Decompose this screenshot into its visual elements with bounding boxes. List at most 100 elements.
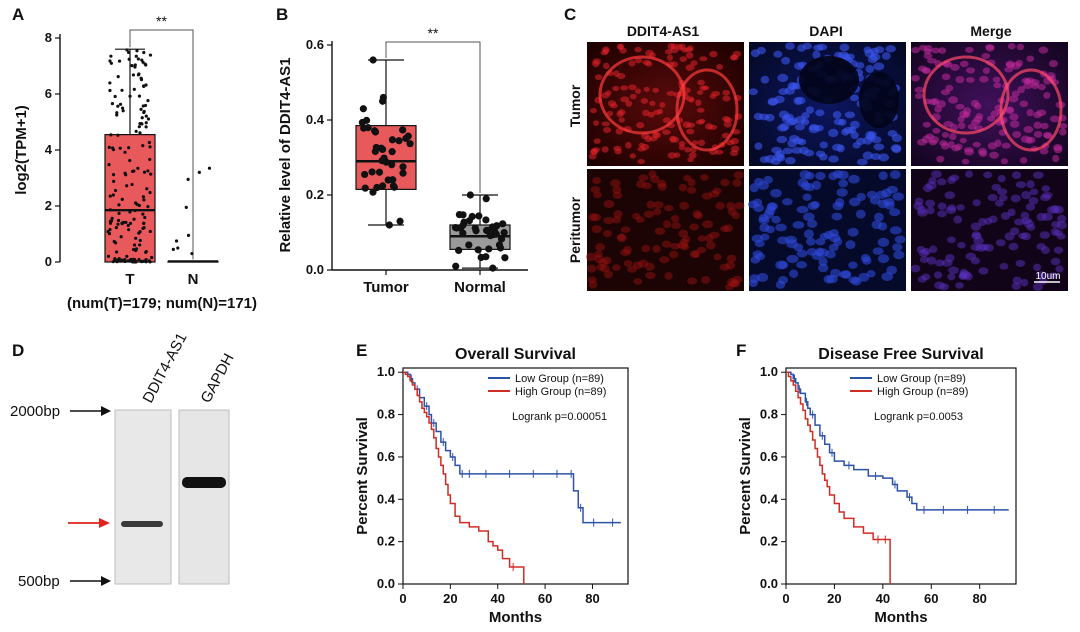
cell-nucleus [1011, 90, 1020, 97]
cell-nucleus [889, 208, 901, 217]
cell-nucleus [889, 170, 901, 180]
y-tick-label: 4 [45, 142, 53, 157]
cell-nucleus [643, 210, 655, 218]
cell-nucleus [636, 180, 646, 188]
data-point [171, 247, 175, 251]
cell-nucleus [950, 63, 960, 71]
cell-nucleus [691, 250, 700, 259]
data-point [142, 50, 146, 55]
y-tick-label: 1.0 [377, 364, 395, 379]
data-point [143, 103, 148, 108]
data-point [107, 232, 112, 236]
data-point [150, 255, 154, 260]
cell-nucleus [818, 153, 828, 161]
cell-nucleus [600, 92, 610, 99]
cell-nucleus [773, 50, 783, 58]
cell-nucleus [923, 52, 933, 60]
data-point [140, 116, 144, 120]
cell-nucleus [726, 254, 737, 263]
cell-nucleus [1056, 233, 1066, 240]
data-point [197, 170, 201, 174]
cell-nucleus [758, 216, 770, 225]
panel-b: B 0.0 0.2 0.4 0.6 Tumor Normal ** Relative lev… [276, 5, 528, 296]
panel-b-y-axis-label: Relative level of DDIT4-AS1 [277, 57, 294, 252]
cell-nucleus [796, 249, 808, 258]
data-point [146, 204, 150, 209]
cell-nucleus [949, 174, 960, 182]
data-point [131, 73, 136, 77]
cell-nucleus [665, 48, 673, 55]
data-point [111, 193, 115, 197]
cell-nucleus [1016, 43, 1025, 51]
tile-peritumor-ddit4 [587, 169, 744, 291]
significance-bracket [385, 41, 481, 193]
x-tick-label: 40 [491, 591, 505, 606]
cell-nucleus [1009, 113, 1019, 121]
cell-nucleus [1052, 154, 1060, 163]
data-point [146, 169, 150, 173]
data-point [143, 62, 147, 66]
data-point [377, 144, 385, 152]
cell-nucleus [892, 243, 903, 252]
cell-nucleus [696, 90, 704, 95]
cell-nucleus [937, 202, 947, 211]
cell-nucleus [653, 201, 664, 209]
cell-nucleus [727, 278, 737, 287]
cell-nucleus [644, 135, 653, 142]
cell-nucleus [612, 85, 620, 92]
data-point [136, 73, 141, 77]
cell-nucleus [955, 75, 965, 84]
cell-nucleus [1008, 242, 1019, 251]
data-point [388, 148, 396, 156]
cell-nucleus [922, 184, 933, 193]
data-point [142, 198, 146, 202]
cell-nucleus [603, 216, 615, 225]
data-point [108, 88, 112, 93]
cell-nucleus [957, 122, 966, 130]
cell-nucleus [932, 127, 941, 134]
cell-nucleus [699, 56, 708, 62]
y-tick-label: 8 [45, 30, 52, 45]
cell-nucleus [808, 124, 820, 134]
cell-nucleus [923, 48, 932, 55]
cell-nucleus [889, 226, 902, 235]
cell-nucleus [994, 139, 1002, 147]
data-point [114, 225, 118, 230]
cell-nucleus [691, 140, 699, 146]
cell-nucleus [1019, 157, 1028, 164]
data-point [109, 133, 113, 137]
cell-nucleus [887, 129, 898, 137]
data-point [186, 233, 191, 237]
cell-nucleus [1017, 85, 1025, 94]
cell-nucleus [914, 197, 924, 206]
cell-nucleus [659, 101, 666, 108]
data-point [131, 257, 135, 261]
cell-nucleus [953, 215, 963, 224]
cell-nucleus [1038, 277, 1048, 285]
cell-nucleus [850, 131, 859, 140]
gland-outline [999, 68, 1063, 152]
cell-nucleus [785, 42, 795, 50]
cell-nucleus [938, 47, 947, 54]
cell-nucleus [726, 201, 735, 211]
cell-nucleus [616, 234, 627, 243]
cell-nucleus [949, 123, 958, 131]
cell-nucleus [818, 263, 829, 273]
cell-nucleus [765, 225, 775, 234]
cell-nucleus [828, 155, 839, 163]
cell-nucleus [1050, 257, 1061, 266]
x-axis-label: Months [874, 609, 927, 626]
cell-nucleus [716, 63, 723, 70]
cell-nucleus [1020, 135, 1030, 143]
cell-nucleus [963, 146, 974, 153]
cell-nucleus [964, 46, 974, 53]
cell-nucleus [812, 50, 821, 60]
cell-nucleus [958, 272, 968, 279]
cell-nucleus [965, 67, 976, 74]
cell-nucleus [816, 43, 828, 51]
panel-a-axes: 0 2 4 6 8 T N ** [45, 13, 199, 288]
cell-nucleus [917, 138, 927, 146]
data-point [388, 136, 397, 144]
cell-nucleus [984, 217, 993, 225]
cell-nucleus [708, 190, 720, 198]
